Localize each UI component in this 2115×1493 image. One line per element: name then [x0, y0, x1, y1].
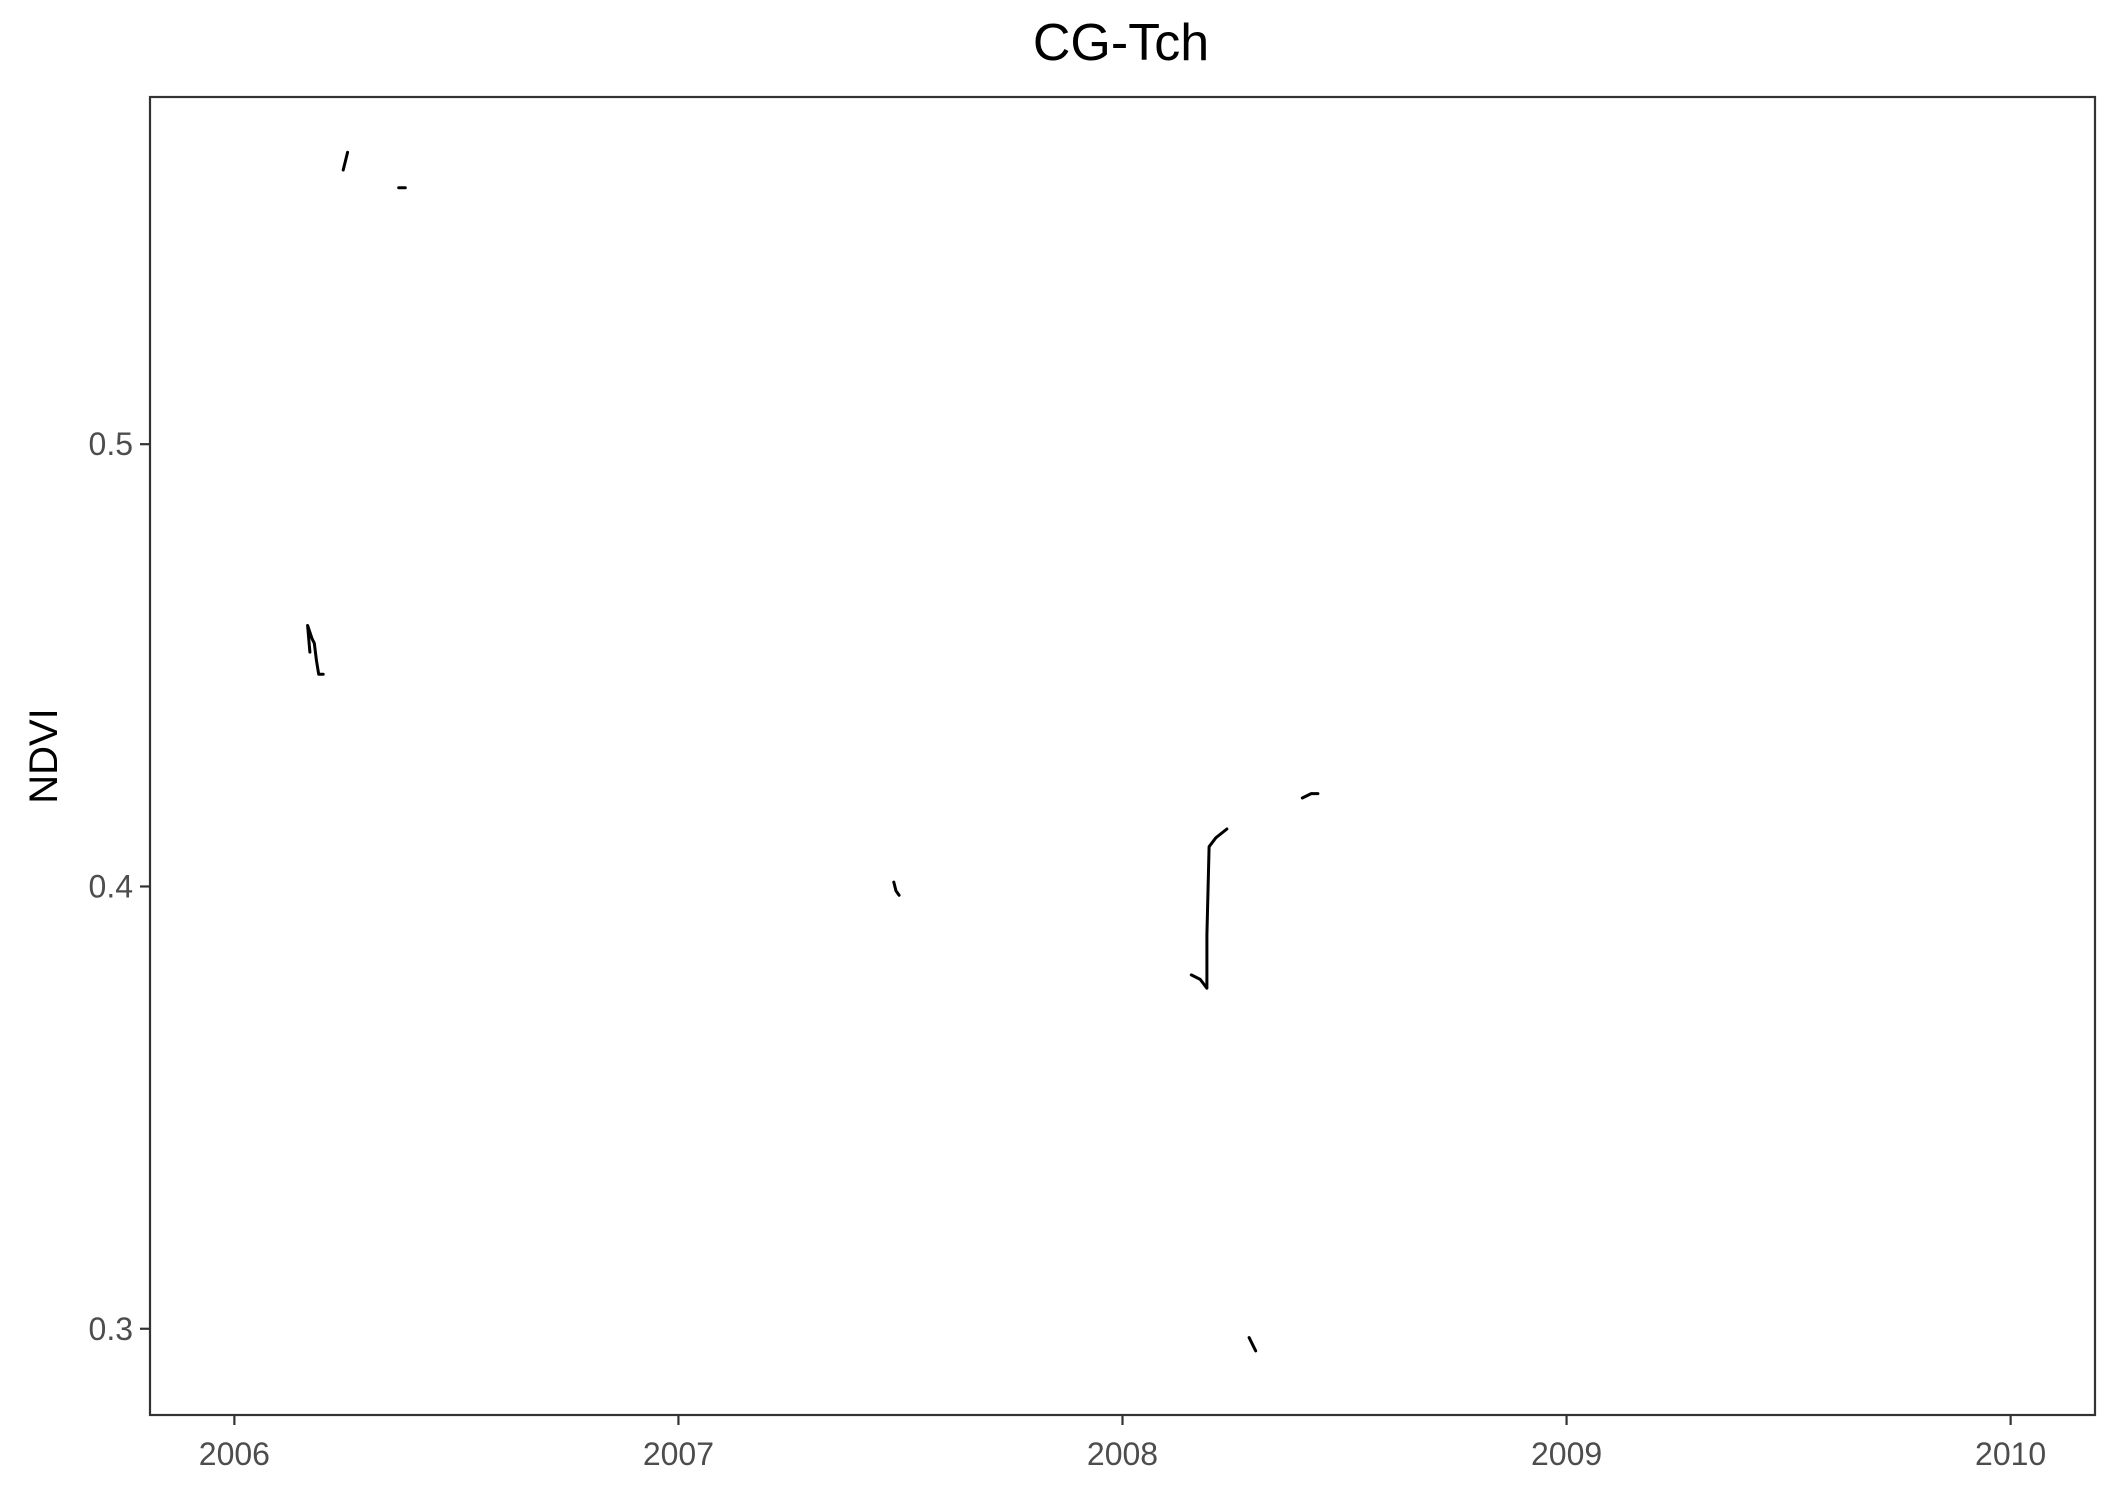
x-tick-label: 2006 — [199, 1436, 270, 1472]
ndvi-series — [306, 150, 1320, 1353]
x-axis: 2006 2007 2008 2009 2010 — [199, 1415, 2046, 1472]
ndvi-line-segment — [306, 624, 325, 676]
ndvi-line-segment — [1189, 827, 1229, 990]
y-tick-label: 0.5 — [89, 426, 133, 462]
y-tick-label: 0.4 — [89, 868, 133, 904]
y-tick-label: 0.3 — [89, 1311, 133, 1347]
ndvi-line-segment — [341, 150, 350, 172]
x-tick-label: 2009 — [1531, 1436, 1602, 1472]
ndvi-line-segment — [1300, 792, 1320, 800]
chart-title: CG-Tch — [1033, 14, 1209, 72]
ndvi-line-segment — [892, 880, 901, 897]
ndvi-line-segment — [1247, 1336, 1258, 1353]
x-tick-label: 2010 — [1975, 1436, 2046, 1472]
plot-panel-border — [148, 95, 2097, 1417]
y-axis: 0.3 0.4 0.5 — [89, 426, 150, 1347]
x-tick-label: 2008 — [1087, 1436, 1158, 1472]
x-tick-label: 2007 — [643, 1436, 714, 1472]
y-axis-label: NDVI — [22, 708, 66, 804]
